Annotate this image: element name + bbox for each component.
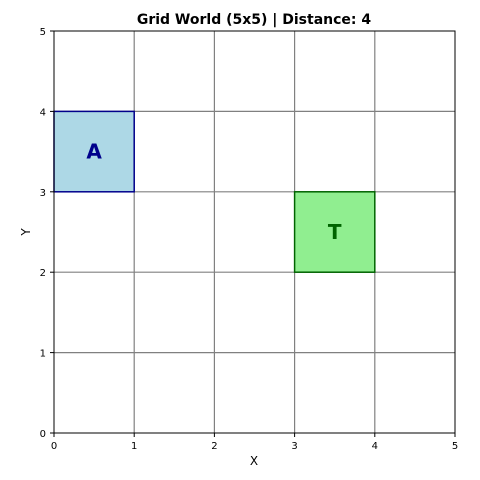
y-tick-label: 0 [40, 429, 46, 440]
y-axis-label: Y [19, 228, 33, 237]
plot-title: Grid World (5x5) | Distance: 4 [137, 12, 372, 28]
x-tick-label: 1 [131, 441, 137, 452]
agent-label: A [86, 140, 102, 164]
y-axis-ticks: 0 1 2 3 4 5 [40, 27, 54, 440]
y-tick-label: 3 [40, 188, 46, 199]
x-tick-label: 5 [452, 441, 458, 452]
x-tick-label: 0 [51, 441, 57, 452]
x-axis-label: X [250, 454, 258, 468]
x-axis-ticks: 0 1 2 3 4 5 [51, 433, 458, 452]
y-tick-label: 4 [40, 107, 46, 118]
x-tick-label: 3 [291, 441, 297, 452]
y-tick-label: 2 [40, 268, 46, 279]
target-cell [293, 191, 376, 273]
plot-frame [53, 30, 456, 434]
target-label: T [328, 220, 342, 244]
x-tick-label: 2 [211, 441, 217, 452]
x-tick-label: 4 [372, 441, 378, 452]
y-tick-label: 1 [40, 349, 46, 360]
y-tick-label: 5 [40, 27, 46, 38]
